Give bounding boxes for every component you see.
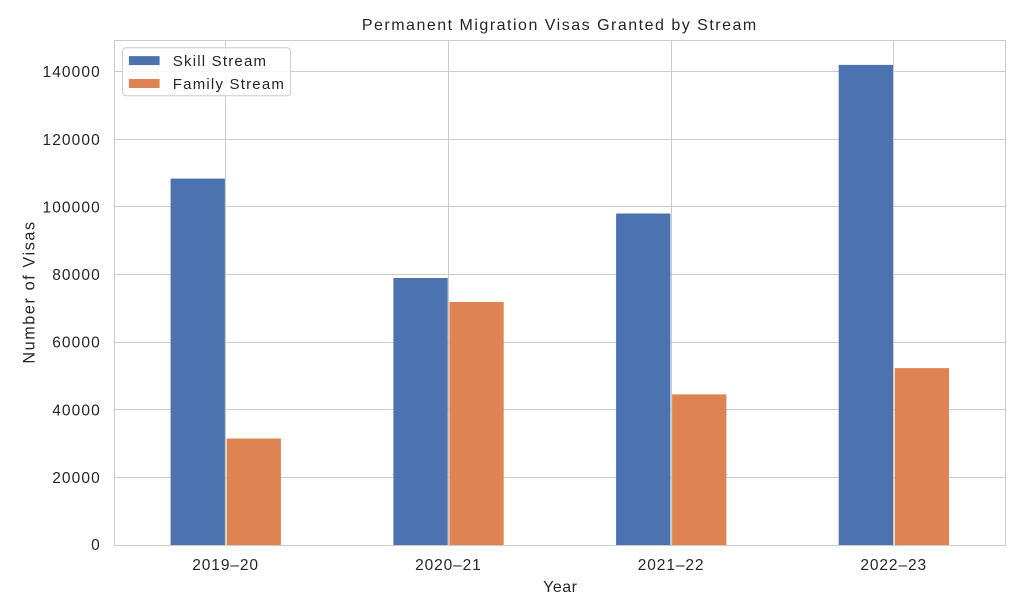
- svg-text:Permanent Migration Visas Gran: Permanent Migration Visas Granted by Str…: [362, 17, 758, 34]
- svg-text:Skill Stream: Skill Stream: [173, 53, 267, 70]
- svg-text:2022–23: 2022–23: [860, 557, 927, 574]
- svg-text:0: 0: [91, 537, 101, 554]
- svg-text:Year: Year: [543, 579, 578, 596]
- svg-text:Family Stream: Family Stream: [173, 76, 285, 93]
- svg-text:80000: 80000: [52, 267, 101, 284]
- svg-text:2019–20: 2019–20: [192, 557, 259, 574]
- svg-text:2020–21: 2020–21: [415, 557, 482, 574]
- svg-text:140000: 140000: [42, 64, 100, 81]
- svg-text:60000: 60000: [52, 335, 101, 352]
- svg-text:Number of Visas: Number of Visas: [21, 220, 39, 363]
- svg-text:20000: 20000: [52, 470, 101, 487]
- svg-text:40000: 40000: [52, 402, 101, 419]
- svg-text:100000: 100000: [42, 199, 100, 216]
- svg-text:2021–22: 2021–22: [638, 557, 705, 574]
- svg-text:120000: 120000: [42, 132, 100, 149]
